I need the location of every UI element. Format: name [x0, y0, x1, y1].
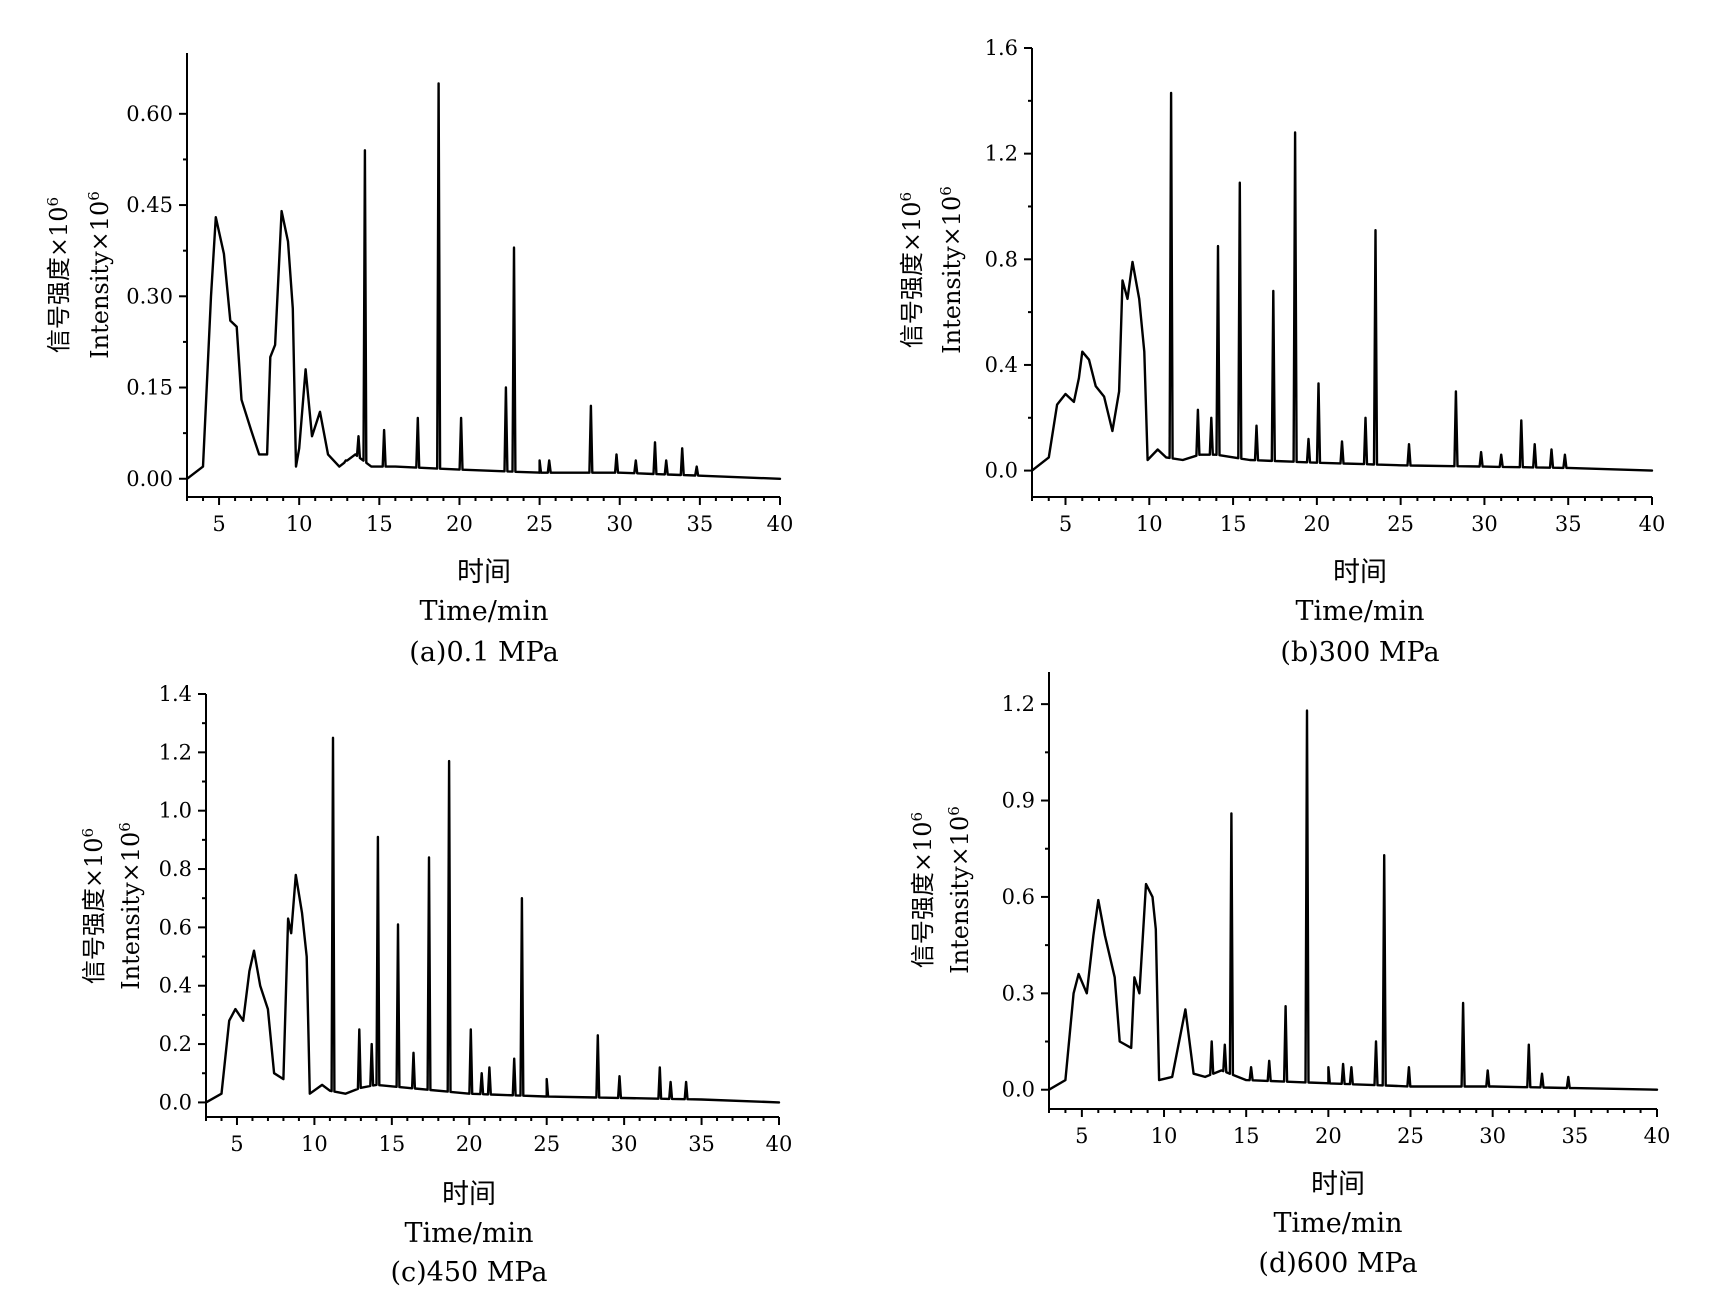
chart-a-xlabel-cn: 时间 — [457, 557, 511, 588]
chart-panel-c: 0.0 0.2 0.4 0.6 0.8 1.0 1.2 1.4 5 10 15 20 25 30 35 40 信… — [0, 648, 856, 1296]
chart-b-xtick-label: 15 — [1220, 512, 1247, 536]
chart-d-xtick-label: 35 — [1561, 1124, 1588, 1148]
chart-a-ylabel-en: Intensity×106 — [85, 191, 114, 359]
chart-c-xtick-label: 15 — [378, 1132, 405, 1156]
chart-d-xlabel-cn: 时间 — [1311, 1169, 1365, 1200]
chart-b-ylabel-en: Intensity×106 — [937, 186, 966, 354]
chart-d-ylabel-en: Intensity×106 — [945, 806, 974, 974]
chart-c-xtick-label: 5 — [230, 1132, 243, 1156]
chart-a-xtick-label: 30 — [606, 512, 633, 536]
chart-d-caption: (d)600 MPa — [1258, 1248, 1418, 1279]
chart-a-ytick-label: 0.15 — [126, 376, 173, 400]
chart-d-xlabel-en: Time/min — [1273, 1208, 1403, 1239]
chart-b-ytick-label: 1.2 — [985, 142, 1018, 166]
chart-b-ytick-label: 0.4 — [985, 353, 1018, 377]
chart-b-xlabel-cn: 时间 — [1333, 557, 1387, 588]
chart-b-xtick-label: 10 — [1136, 512, 1163, 536]
chart-b-xlabel-en: Time/min — [1295, 596, 1425, 627]
chart-c-xtick-label: 30 — [611, 1132, 638, 1156]
chart-a-caption: (a)0.1 MPa — [409, 637, 559, 668]
chart-a-xlabel-en: Time/min — [419, 596, 549, 627]
chart-c-xtick-label: 20 — [456, 1132, 483, 1156]
chart-c-ytick-label: 0.2 — [159, 1032, 192, 1056]
chart-c-xlabel-en: Time/min — [404, 1218, 534, 1249]
chart-c-ytick-label: 1.2 — [159, 740, 192, 764]
chart-panel-a: 0.00 0.15 0.30 0.45 0.60 5 10 15 20 25 30 35 40 信号强度×… — [0, 0, 856, 668]
chart-c-xtick-label: 35 — [688, 1132, 715, 1156]
chart-d-chromatogram-line — [1047, 709, 1659, 1091]
chart-d-xtick-label: 30 — [1479, 1124, 1506, 1148]
chart-a-ytick-label: 0.45 — [126, 193, 173, 217]
chart-d-svg: 0.0 0.3 0.6 0.9 1.2 5 10 15 20 25 30 35 40 信号强度×106 In… — [908, 672, 1671, 1148]
chart-c-ytick-label: 1.4 — [159, 682, 192, 706]
chart-b-xtick-label: 35 — [1555, 512, 1582, 536]
chart-b-ytick-label: 0.8 — [985, 247, 1018, 271]
chart-b-xtick-label: 30 — [1471, 512, 1498, 536]
chart-b-xtick-label: 20 — [1303, 512, 1330, 536]
chart-d-ylabel-cn: 信号强度×106 — [908, 812, 937, 968]
chart-c-ytick-label: 0.6 — [159, 915, 192, 939]
chart-c-caption: (c)450 MPa — [390, 1257, 548, 1288]
chart-b-ytick-label: 0.0 — [985, 459, 1018, 483]
chart-d-xtick-label: 25 — [1397, 1124, 1424, 1148]
chart-c-chromatogram-line — [204, 736, 781, 1104]
chart-a-chromatogram-line — [185, 82, 782, 480]
chart-a-ytick-label: 0.30 — [126, 284, 173, 308]
chart-a-xtick-label: 25 — [526, 512, 553, 536]
chart-c-xtick-label: 25 — [533, 1132, 560, 1156]
chart-d-ytick-label: 1.2 — [1002, 692, 1035, 716]
chart-b-svg: 0.0 0.4 0.8 1.2 1.6 5 10 15 20 25 30 35 40 信号强度×106 In… — [897, 36, 1666, 536]
chart-panel-b: 0.0 0.4 0.8 1.2 1.6 5 10 15 20 25 30 35 40 信号强度×106 In… — [856, 0, 1712, 668]
chart-c-xlabel-cn: 时间 — [442, 1179, 496, 1210]
chart-d-xtick-label: 15 — [1233, 1124, 1260, 1148]
chart-d-ytick-label: 0.6 — [1002, 885, 1035, 909]
chart-b-xtick-label: 5 — [1059, 512, 1072, 536]
chart-b-ylabel-cn: 信号强度×106 — [897, 192, 926, 348]
chart-c-svg: 0.0 0.2 0.4 0.6 0.8 1.0 1.2 1.4 5 10 15 20 25 30 35 40 信… — [79, 682, 793, 1156]
chart-b-xtick-label: 40 — [1639, 512, 1666, 536]
chart-d-ytick-label: 0.3 — [1002, 981, 1035, 1005]
chart-a-xtick-label: 5 — [212, 512, 225, 536]
chart-c-ylabel-en: Intensity×106 — [116, 822, 145, 990]
chart-panel-d: 0.0 0.3 0.6 0.9 1.2 5 10 15 20 25 30 35 40 信号强度×106 In… — [856, 648, 1712, 1296]
chart-c-ylabel-cn: 信号强度×106 — [79, 828, 108, 984]
chart-d-xtick-label: 10 — [1151, 1124, 1178, 1148]
chart-c-ytick-label: 0.4 — [159, 974, 192, 998]
chart-c-ytick-label: 1.0 — [159, 799, 192, 823]
chart-a-xtick-label: 20 — [446, 512, 473, 536]
chart-c-xtick-label: 40 — [766, 1132, 793, 1156]
chart-a-xtick-label: 10 — [286, 512, 313, 536]
chart-c-xtick-label: 10 — [301, 1132, 328, 1156]
chart-a-ytick-label: 0.00 — [126, 467, 173, 491]
chart-a-svg: 0.00 0.15 0.30 0.45 0.60 5 10 15 20 25 30 35 40 信号强度×… — [44, 53, 794, 536]
chart-d-ytick-label: 0.0 — [1002, 1078, 1035, 1102]
chart-a-xtick-label: 15 — [366, 512, 393, 536]
chart-d-xtick-label: 5 — [1075, 1124, 1088, 1148]
chart-d-xtick-label: 20 — [1315, 1124, 1342, 1148]
chart-a-xtick-label: 40 — [767, 512, 794, 536]
chart-d-xtick-label: 40 — [1644, 1124, 1671, 1148]
chart-c-ytick-label: 0.0 — [159, 1090, 192, 1114]
chart-b-caption: (b)300 MPa — [1280, 637, 1440, 668]
chart-c-ytick-label: 0.8 — [159, 857, 192, 881]
chart-a-ytick-label: 0.60 — [126, 102, 173, 126]
chart-b-chromatogram-line — [1030, 91, 1654, 472]
chart-a-ylabel-cn: 信号强度×106 — [44, 197, 73, 353]
chart-b-ytick-label: 1.6 — [985, 36, 1018, 60]
chart-d-ytick-label: 0.9 — [1002, 789, 1035, 813]
chart-b-xtick-label: 25 — [1387, 512, 1414, 536]
chart-a-xtick-label: 35 — [686, 512, 713, 536]
